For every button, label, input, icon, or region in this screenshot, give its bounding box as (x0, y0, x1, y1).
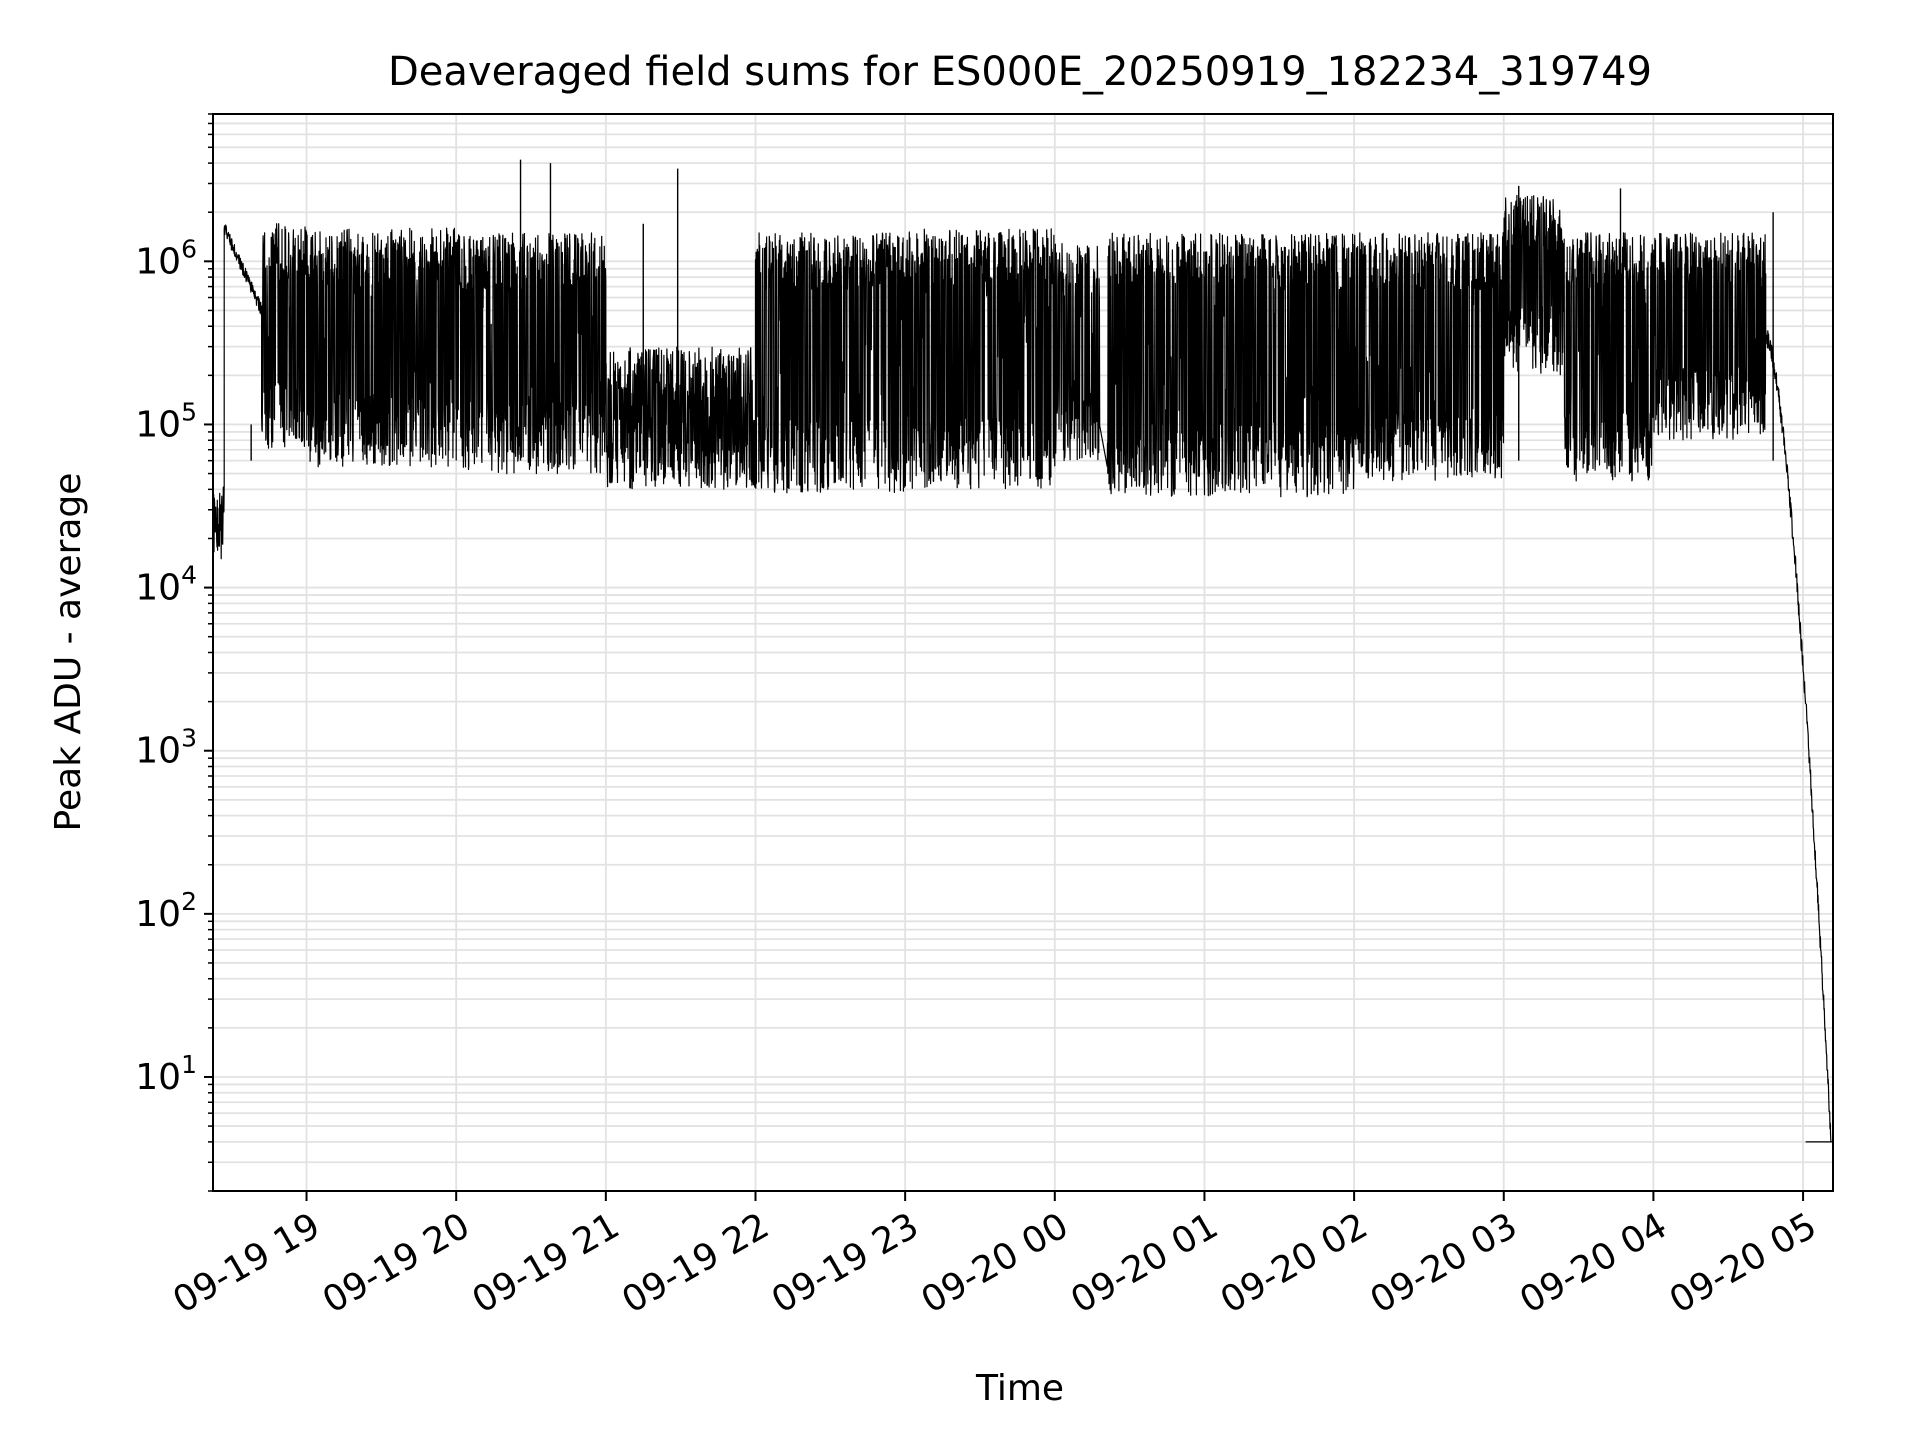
y-tick-label: 106 (135, 234, 197, 282)
chart-title: Deaveraged field sums for ES000E_2025091… (388, 49, 1652, 95)
y-axis-label: Peak ADU - average (48, 473, 89, 832)
grid (213, 113, 1833, 1192)
y-tick-label: 101 (135, 1050, 197, 1098)
series-trace (213, 194, 1834, 1143)
x-axis-label: Time (975, 1368, 1064, 1409)
series-line (213, 159, 1834, 1143)
y-axis: 101 102 103 104 105 106 (135, 113, 213, 1192)
y-tick-label: 104 (135, 561, 197, 609)
y-tick-label: 102 (135, 887, 197, 935)
y-tick-label: 103 (135, 724, 197, 772)
y-tick-label: 105 (135, 397, 197, 445)
